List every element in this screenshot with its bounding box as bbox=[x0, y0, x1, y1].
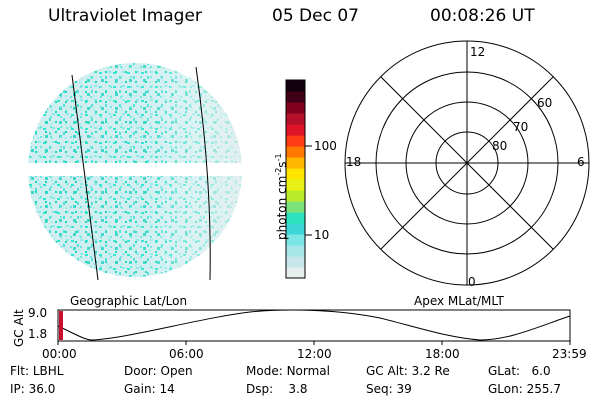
altitude-xtick-0600: 06:00 bbox=[169, 347, 204, 361]
colorbar-segment bbox=[286, 256, 305, 268]
altitude-ytick-9: 9.0 bbox=[28, 306, 48, 320]
uv-image-disk bbox=[28, 63, 242, 277]
geo-panel-label: Geographic Lat/Lon bbox=[70, 294, 188, 308]
info-gc-alt: GC Alt: 3.2 Re bbox=[366, 364, 450, 378]
colorbar-segment bbox=[286, 190, 305, 202]
colorbar-segment bbox=[286, 91, 305, 103]
altitude-ylabel: GC Alt bbox=[12, 309, 26, 347]
polar-panel-label: Apex MLat/MLT bbox=[414, 294, 504, 308]
colorbar-segment bbox=[286, 179, 305, 191]
colorbar-segment bbox=[286, 168, 305, 180]
altitude-xtick-1200: 12:00 bbox=[297, 347, 332, 361]
colorbar-tick-label-10: 10 bbox=[314, 228, 330, 242]
colorbar-segment bbox=[286, 223, 305, 235]
colorbar bbox=[286, 80, 305, 279]
colorbar-tick-label-100: 100 bbox=[314, 139, 337, 153]
mlat-label-70: 70 bbox=[513, 120, 529, 134]
meridian-line-left bbox=[71, 74, 99, 281]
date-label: 05 Dec 07 bbox=[272, 6, 359, 26]
info-flt: Flt: LBHL bbox=[10, 364, 64, 378]
mlt-label-left: 18 bbox=[346, 155, 362, 169]
colorbar-segment bbox=[286, 146, 305, 158]
colorbar-segment bbox=[286, 212, 305, 224]
colorbar-segment bbox=[286, 124, 305, 136]
mlt-label-bottom: 0 bbox=[468, 275, 476, 289]
info-door: Door: Open bbox=[124, 364, 193, 378]
colorbar-segment bbox=[286, 234, 305, 246]
altitude-xtick-1800: 18:00 bbox=[425, 347, 460, 361]
info-dsp: Dsp: 3.8 bbox=[246, 382, 308, 396]
colorbar-frame bbox=[285, 79, 306, 279]
mlt-label-right: 6 bbox=[577, 155, 585, 169]
info-glon: GLon: 255.7 bbox=[488, 382, 561, 396]
colorbar-segment bbox=[286, 113, 305, 125]
polar-grid bbox=[344, 40, 590, 286]
app-title: Ultraviolet Imager bbox=[48, 6, 202, 26]
time-label: 00:08:26 UT bbox=[430, 6, 535, 26]
info-seq: Seq: 39 bbox=[366, 382, 412, 396]
altitude-xtick-0000: 00:00 bbox=[42, 347, 77, 361]
image-gap-band bbox=[28, 163, 242, 176]
info-gain: Gain: 14 bbox=[124, 382, 175, 396]
colorbar-segment bbox=[286, 201, 305, 213]
mlt-label-top: 12 bbox=[470, 45, 486, 59]
colorbar-segment bbox=[286, 102, 305, 114]
info-glat: GLat: 6.0 bbox=[488, 364, 551, 378]
colorbar-segment bbox=[286, 80, 305, 92]
colorbar-segment bbox=[286, 157, 305, 169]
altitude-ytick-1-8: 1.8 bbox=[28, 327, 48, 341]
colorbar-segment bbox=[286, 135, 305, 147]
altitude-plot-frame bbox=[57, 309, 571, 342]
info-ip: IP: 36.0 bbox=[10, 382, 56, 396]
current-time-marker bbox=[59, 311, 63, 340]
colorbar-segment bbox=[286, 267, 305, 279]
colorbar-unit-label: photon cm-2s-1 bbox=[274, 153, 289, 240]
meridian-line-right bbox=[195, 66, 211, 281]
info-mode: Mode: Normal bbox=[246, 364, 330, 378]
colorbar-segment bbox=[286, 245, 305, 257]
mlat-label-80: 80 bbox=[492, 139, 508, 153]
mlat-label-60: 60 bbox=[537, 96, 553, 110]
altitude-curve bbox=[57, 309, 571, 341]
altitude-xtick-2359: 23:59 bbox=[552, 347, 587, 361]
